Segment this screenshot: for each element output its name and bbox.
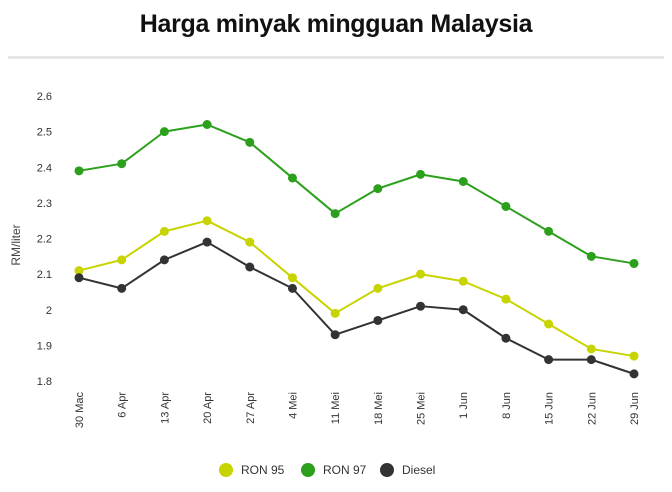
- data-point: [245, 262, 255, 272]
- data-point: [501, 294, 511, 304]
- data-point: [117, 255, 127, 265]
- series-group: [74, 120, 639, 379]
- data-point: [373, 184, 383, 194]
- series-ron-97: [74, 120, 639, 268]
- data-point: [202, 216, 212, 226]
- x-tick-label: 29 Jun: [629, 392, 641, 425]
- y-tick-label: 1.8: [37, 376, 52, 388]
- legend-marker: [219, 463, 233, 477]
- data-point: [586, 344, 596, 354]
- series-ron-95: [74, 216, 639, 361]
- data-point: [159, 226, 169, 236]
- data-point: [544, 355, 554, 365]
- data-point: [544, 226, 554, 236]
- data-point: [117, 283, 127, 293]
- data-point: [330, 330, 340, 340]
- x-axis-ticks: 30 Mac 6 Apr 13 Apr 20 Apr 27 Apr 4 Mei 11 Mei…: [74, 392, 641, 429]
- data-point: [117, 159, 127, 169]
- data-point: [416, 169, 426, 179]
- y-tick-label: 2.3: [37, 198, 52, 210]
- data-point: [287, 273, 297, 283]
- x-tick-label: 13 Apr: [159, 392, 171, 424]
- y-tick-label: 2: [46, 305, 52, 317]
- data-point: [586, 355, 596, 365]
- legend-label: Diesel: [402, 463, 435, 477]
- x-tick-label: 18 Mei: [373, 392, 385, 425]
- data-point: [74, 266, 84, 276]
- chart-title: Harga minyak mingguan Malaysia: [139, 10, 533, 38]
- series-line: [78, 123, 635, 265]
- title-divider: [8, 56, 664, 59]
- data-point: [287, 283, 297, 293]
- data-point: [501, 201, 511, 211]
- y-tick-label: 2.1: [37, 269, 52, 281]
- series-diesel: [74, 237, 639, 379]
- legend: RON 95 RON 97 Diesel: [219, 463, 435, 477]
- y-tick-label: 2.5: [37, 127, 52, 139]
- data-point: [373, 315, 383, 325]
- data-point: [501, 333, 511, 343]
- data-point: [330, 308, 340, 318]
- data-point: [159, 127, 169, 137]
- x-tick-label: 11 Mei: [330, 392, 342, 424]
- y-axis-label: RM/liter: [9, 224, 23, 265]
- data-point: [373, 283, 383, 293]
- data-point: [544, 319, 554, 329]
- data-point: [287, 173, 297, 183]
- x-tick-label: 20 Apr: [202, 392, 214, 424]
- data-point: [458, 177, 468, 186]
- legend-label: RON 97: [323, 463, 367, 477]
- series-line: [78, 241, 635, 375]
- x-tick-label: 4 Mei: [287, 392, 299, 419]
- y-tick-label: 1.9: [37, 340, 52, 352]
- data-point: [330, 209, 340, 219]
- data-point: [245, 237, 255, 247]
- x-tick-label: 6 Apr: [117, 392, 129, 418]
- legend-item: RON 97: [301, 463, 367, 477]
- legend-item: Diesel: [380, 463, 435, 477]
- data-point: [458, 276, 468, 286]
- x-tick-label: 25 Mei: [416, 392, 428, 425]
- data-point: [629, 258, 639, 268]
- series-line: [78, 219, 635, 358]
- legend-item: RON 95: [219, 463, 285, 477]
- y-tick-label: 2.6: [37, 91, 52, 103]
- y-tick-label: 2.4: [37, 162, 52, 174]
- data-point: [416, 269, 426, 279]
- legend-marker: [301, 463, 315, 477]
- data-point: [245, 137, 255, 147]
- data-point: [159, 255, 169, 265]
- data-point: [629, 369, 639, 379]
- x-tick-label: 1 Jun: [458, 392, 470, 419]
- data-point: [416, 301, 426, 311]
- data-point: [586, 251, 596, 261]
- data-point: [202, 237, 212, 247]
- x-tick-label: 8 Jun: [501, 392, 513, 419]
- data-point: [202, 120, 212, 129]
- legend-marker: [380, 463, 394, 477]
- data-point: [74, 166, 84, 176]
- data-point: [629, 351, 639, 361]
- legend-label: RON 95: [241, 463, 285, 477]
- x-tick-label: 15 Jun: [544, 392, 556, 425]
- x-tick-label: 30 Mac: [74, 392, 86, 429]
- y-axis-ticks: 1.8 1.9 2 2.1 2.2 2.3 2.4 2.5 2.6: [37, 91, 52, 388]
- x-tick-label: 22 Jun: [586, 392, 598, 425]
- data-point: [74, 273, 84, 283]
- x-tick-label: 27 Apr: [245, 392, 257, 424]
- y-tick-label: 2.2: [37, 234, 52, 246]
- data-point: [458, 305, 468, 315]
